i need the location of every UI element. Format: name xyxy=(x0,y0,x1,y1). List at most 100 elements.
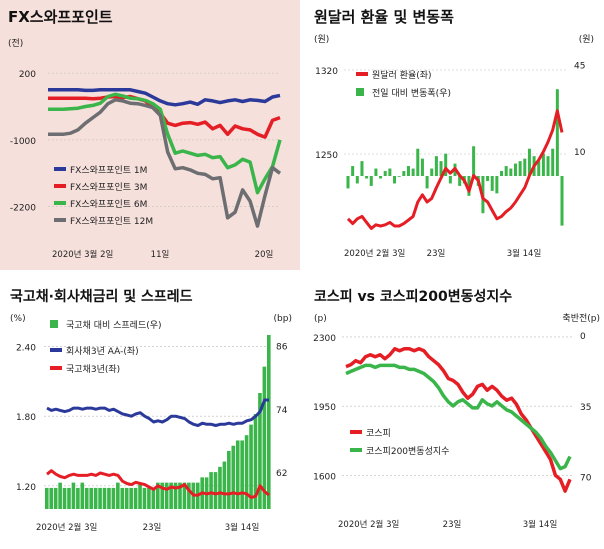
x-tick-label: 3월 14일 xyxy=(507,248,542,259)
spread-bar xyxy=(76,487,80,509)
spread-bar xyxy=(164,482,169,509)
change-bar xyxy=(434,156,438,176)
y-tick-label-right: 74 xyxy=(276,406,288,416)
y-axis-unit: (전) xyxy=(8,38,23,49)
change-bar xyxy=(490,176,494,191)
spread-bar xyxy=(124,487,129,509)
spread-bar xyxy=(93,487,98,509)
change-bar xyxy=(360,161,364,176)
y-tick-label-right: 86 xyxy=(276,343,288,353)
spread-bar xyxy=(187,482,191,509)
legend-item-2-label: FX스와프포인트 6M xyxy=(70,198,147,210)
legend-item-rate-label: 원달러 환율(좌) xyxy=(372,69,432,81)
bond-yield-spread-svg: 국고채·회사채금리 및 스프레드 (%) (bp) 2.40 1.80 1.20 86 74 6… xyxy=(10,288,292,533)
yield-line-0 xyxy=(46,398,269,427)
spread-bar xyxy=(235,440,240,509)
spread-bar xyxy=(253,414,258,509)
change-bar xyxy=(448,176,452,184)
change-bar xyxy=(495,176,499,194)
legend-item-spread-label: 국고채 대비 스프레드(우) xyxy=(66,320,162,331)
change-bar xyxy=(369,176,373,186)
y-tick-label-left: 1.80 xyxy=(16,413,36,423)
spread-bar xyxy=(173,482,178,509)
y-tick-label-right: 10 xyxy=(574,148,586,158)
change-bar xyxy=(527,148,531,176)
kospi-line xyxy=(345,347,572,493)
spread-bar xyxy=(49,487,54,509)
change-bar xyxy=(458,176,462,186)
change-bar xyxy=(416,148,420,176)
exchange-rate-line xyxy=(346,109,564,230)
fx-swap-point-svg: FX스와프포인트 (전) 200 -1000 -2200 2020년 3월 2일 11일 20… xyxy=(8,8,282,260)
change-bar xyxy=(444,153,448,176)
y-axis-unit-left: (%) xyxy=(10,314,26,324)
change-bar xyxy=(388,168,392,176)
spread-bar xyxy=(138,482,142,509)
change-bar xyxy=(523,158,527,176)
spread-bar xyxy=(142,487,147,509)
change-bar xyxy=(346,176,350,189)
spread-bar xyxy=(111,487,116,509)
legend-item-treasury-label: 국고채3년(좌) xyxy=(66,364,120,375)
change-bar xyxy=(518,161,522,176)
change-bar xyxy=(513,163,517,176)
series-line-2 xyxy=(48,92,282,195)
x-tick-label: 3월 14일 xyxy=(523,519,558,530)
change-bar xyxy=(541,153,545,176)
y-tick-label-left: 1250 xyxy=(315,151,338,161)
spread-bar xyxy=(262,366,267,509)
change-bar xyxy=(472,146,476,176)
spread-bar xyxy=(222,461,227,509)
usdkrw-exchange-rate-svg: 원달러 환율 및 변동폭 (원) (원) 1320 1250 45 10 원달러 환율(좌) 전… xyxy=(314,8,594,259)
x-tick-label: 11일 xyxy=(151,250,170,260)
spread-bar xyxy=(53,487,58,509)
change-bar xyxy=(430,168,434,176)
change-bar xyxy=(486,176,490,181)
spread-bar xyxy=(209,472,213,509)
y-tick-label-left: 1600 xyxy=(313,472,336,482)
chart-title: 원달러 환율 및 변동폭 xyxy=(314,8,454,26)
change-bar xyxy=(560,176,564,226)
y-tick-label: -1000 xyxy=(10,137,36,147)
usdkrw-exchange-rate-chart: 원달러 환율 및 변동폭 (원) (원) 1320 1250 45 10 원달러 환율(좌) 전… xyxy=(304,0,604,270)
legend-item-change-swatch xyxy=(356,88,364,96)
change-bar xyxy=(546,156,550,176)
change-bar xyxy=(379,176,383,179)
y-axis-unit-right: (bp) xyxy=(274,314,292,324)
spread-bar xyxy=(107,487,111,509)
spread-bar xyxy=(151,487,156,509)
bond-yield-spread-chart: 국고채·회사채금리 및 스프레드 (%) (bp) 2.40 1.80 1.20 86 74 6… xyxy=(0,279,300,549)
x-tick-label: 23일 xyxy=(427,249,446,259)
y-tick-label-left: 1320 xyxy=(315,67,338,77)
spread-bar xyxy=(116,482,120,509)
spread-bar xyxy=(244,435,249,509)
y-tick-label-right: 0 xyxy=(580,332,586,342)
change-bar xyxy=(374,168,378,176)
spread-bar xyxy=(120,487,125,509)
spread-bar xyxy=(45,487,49,509)
vkospi-line xyxy=(345,363,572,471)
spread-bar xyxy=(249,424,253,509)
spread-bar xyxy=(169,482,173,509)
x-tick-label: 3월 14일 xyxy=(225,522,260,533)
change-bar xyxy=(555,89,559,176)
kospi-vkospi-svg: 코스피 vs 코스피200변동성지수 (p) 축반전(p) 2300 1950 1600 0… xyxy=(313,289,600,530)
spread-bar xyxy=(231,445,236,509)
x-tick-label: 2020년 3월 2일 xyxy=(52,249,113,260)
spread-bar xyxy=(240,440,244,509)
change-bar xyxy=(420,158,424,176)
spread-bar xyxy=(227,451,231,509)
x-tick-label: 23일 xyxy=(143,523,162,533)
change-bar xyxy=(425,176,429,189)
x-tick-label: 2020년 2월 3일 xyxy=(344,248,405,259)
y-tick-label-right: 45 xyxy=(574,61,585,71)
y-tick-label-right: 35 xyxy=(580,403,591,413)
legend-item-1-label: FX스와프포인트 3M xyxy=(70,181,147,193)
kospi-vkospi-chart: 코스피 vs 코스피200변동성지수 (p) 축반전(p) 2300 1950 1600 0… xyxy=(304,279,604,549)
change-bar xyxy=(504,166,508,176)
y-tick-label-right: 70 xyxy=(580,474,592,484)
change-bar xyxy=(365,176,369,179)
y-axis-unit-right: (원) xyxy=(579,34,594,45)
change-bar xyxy=(383,171,387,176)
y-tick-label-left: 2.40 xyxy=(16,344,36,354)
